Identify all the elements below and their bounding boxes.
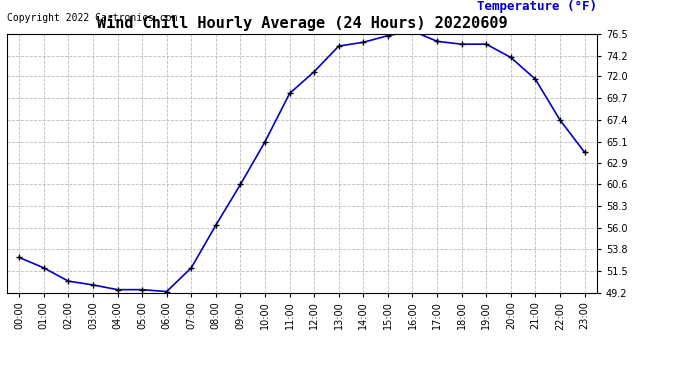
Title: Wind Chill Hourly Average (24 Hours) 20220609: Wind Chill Hourly Average (24 Hours) 202… <box>97 15 507 31</box>
Text: Copyright 2022 Cartronics.com: Copyright 2022 Cartronics.com <box>7 13 177 23</box>
Text: Temperature (°F): Temperature (°F) <box>477 0 597 13</box>
